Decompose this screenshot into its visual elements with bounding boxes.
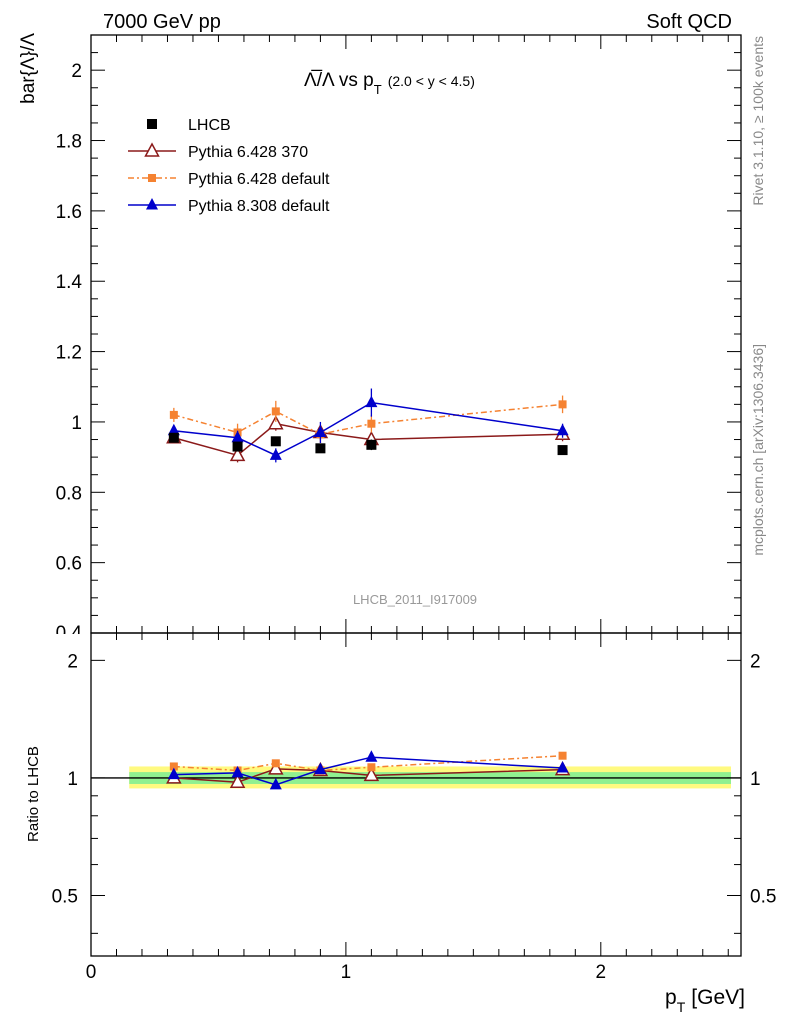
ratio-y-axis-label: Ratio to LHCB — [25, 746, 42, 842]
legend-label: Pythia 6.428 370 — [188, 144, 308, 161]
ratio-point — [367, 763, 376, 772]
legend-label: LHCB — [188, 117, 231, 134]
data-point — [232, 441, 243, 452]
legend: LHCB Pythia 6.428 370 Pythia 6.428 default… — [128, 117, 330, 215]
y-tick-label: 2 — [71, 61, 82, 82]
series-3 — [167, 388, 569, 463]
ratio-series-2 — [167, 750, 569, 790]
data-point — [270, 436, 281, 447]
ratio-point — [558, 751, 567, 760]
data-point — [557, 445, 568, 456]
ratio-y-tick-label-right: 2 — [750, 651, 761, 672]
chart-title-range: (2.0 < y < 4.5) — [388, 73, 475, 89]
ratio-point — [314, 762, 327, 775]
chart-title: Λ̅/Λ vs pT (2.0 < y < 4.5) — [304, 70, 475, 97]
ratio-point — [268, 760, 284, 775]
ratio-plot: 0 1 2 0.5 0.5 1 1 2 2 — [52, 632, 776, 983]
y-tick-label: 1 — [71, 413, 82, 434]
ratio-point — [231, 765, 244, 778]
ratio-y-tick-label: 2 — [67, 651, 78, 672]
legend-marker — [146, 198, 158, 210]
ratio-y-tick-label: 1 — [67, 769, 78, 790]
x-tick-label: 1 — [341, 962, 352, 983]
rivet-label: Rivet 3.1.10, ≥ 100k events — [750, 36, 766, 206]
ratio-point — [169, 762, 178, 771]
data-point — [367, 419, 376, 428]
x-axis-label-unit: [GeV] — [691, 986, 745, 1009]
chart-title-sub: T — [374, 82, 382, 97]
data-point — [315, 443, 326, 454]
x-axis-label: pT [GeV] — [665, 986, 745, 1015]
data-point — [229, 446, 246, 462]
y-tick-label: 1.8 — [56, 132, 82, 153]
y-tick-label: 1.4 — [56, 272, 83, 293]
ratio-point — [167, 767, 180, 780]
y-tick-label: 1.2 — [56, 343, 82, 364]
ratio-point — [556, 761, 569, 773]
data-point — [231, 430, 244, 443]
ratio-y-tick-label-right: 0.5 — [750, 887, 776, 908]
x-axis-label-sub: T — [677, 999, 686, 1015]
watermark: LHCB_2011_I917009 — [353, 592, 477, 607]
x-axis-label-main: p — [665, 986, 677, 1009]
ratio-frame — [90, 632, 742, 957]
main-plot: 0.60.811.21.41.61.820.4 — [40, 34, 742, 646]
data-point — [167, 423, 180, 436]
legend-label: Pythia 8.308 default — [188, 198, 330, 215]
legend-marker — [144, 142, 160, 157]
x-tick-label: 0 — [86, 962, 97, 983]
data-point — [271, 407, 280, 416]
series-0 — [168, 432, 568, 456]
ratio-point — [269, 777, 282, 790]
series-line — [173, 401, 563, 457]
x-tick-label: 2 — [596, 962, 607, 983]
data-point — [269, 448, 282, 460]
y-tick-label: 0.6 — [56, 554, 82, 575]
series-line — [173, 403, 563, 436]
legend-marker — [148, 174, 156, 182]
ratio-line — [173, 768, 563, 783]
data-point — [558, 400, 567, 409]
ratio-point — [229, 773, 246, 788]
source-label: mcplots.cern.ch [arXiv:1306.3436] — [750, 344, 766, 556]
ratio-y-tick-label-right: 1 — [750, 769, 761, 790]
ratio-point — [271, 759, 280, 768]
chart-title-main: Λ̅/Λ vs p — [304, 70, 374, 91]
y-tick-label: 0.8 — [56, 483, 82, 504]
legend-label: Pythia 6.428 default — [188, 171, 330, 188]
y-axis-label: bar{Λ}/Λ — [18, 33, 39, 104]
data-point — [366, 439, 377, 450]
series-line — [173, 422, 563, 457]
ratio-y-tick-label: 0.5 — [52, 887, 78, 908]
data-point — [365, 395, 378, 408]
data-point — [268, 415, 284, 430]
legend-marker — [147, 119, 157, 129]
header-left: 7000 GeV pp — [103, 11, 221, 33]
header-right: Soft QCD — [646, 11, 732, 33]
y-tick-label-mask — [40, 634, 88, 646]
data-point — [556, 423, 569, 436]
ratio-point — [363, 766, 380, 782]
y-tick-label: 1.6 — [56, 202, 82, 223]
ratio-line — [173, 756, 563, 786]
data-point — [314, 425, 327, 437]
data-point — [168, 432, 179, 443]
ratio-point — [365, 750, 378, 762]
data-point — [169, 410, 178, 419]
